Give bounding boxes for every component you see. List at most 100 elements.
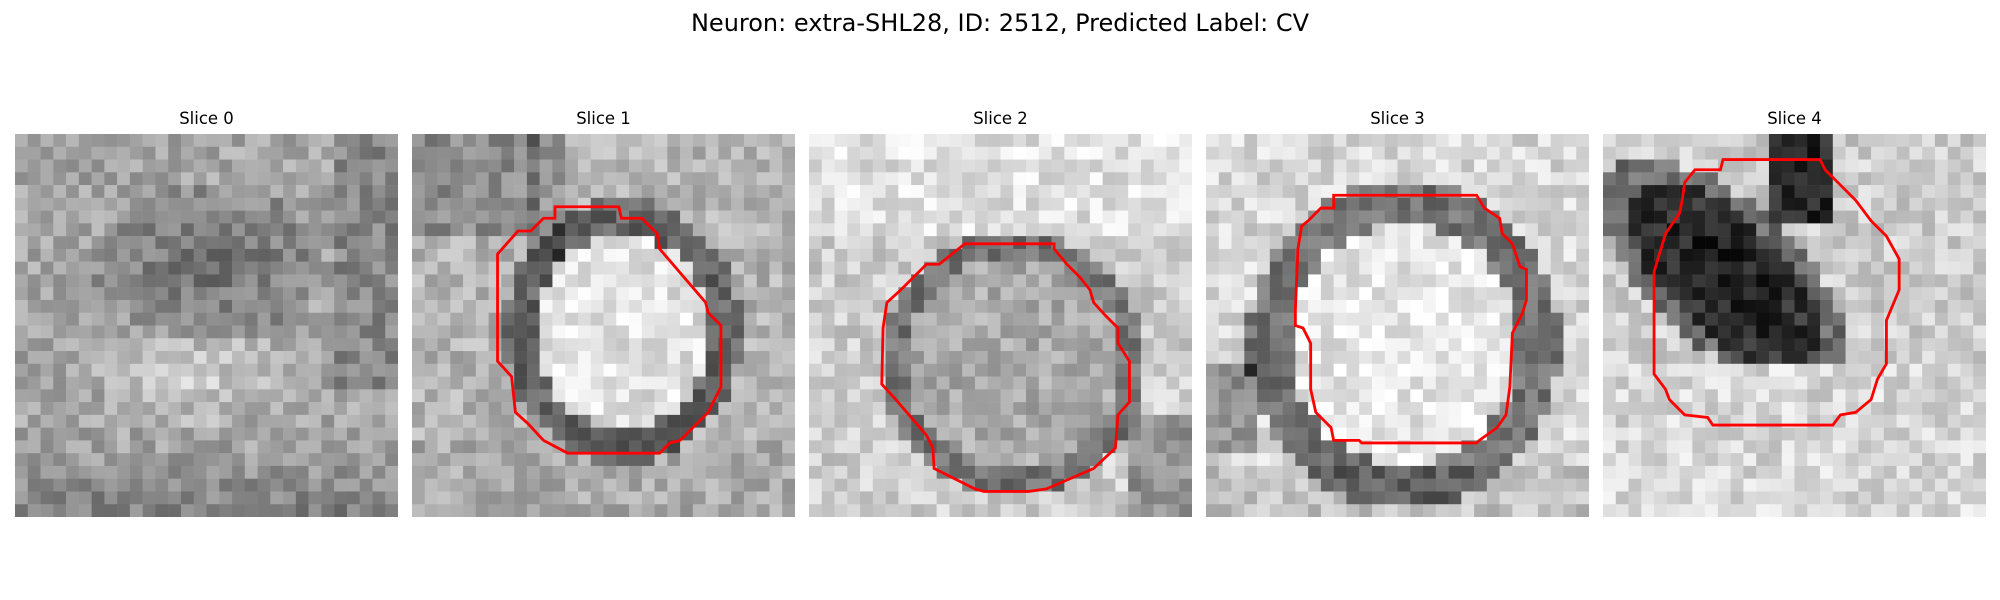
pixel [667,338,681,352]
pixel [731,427,745,441]
pixel [1909,185,1923,199]
pixel [1973,376,1986,390]
pixel [1244,402,1258,416]
pixel [1692,427,1706,441]
pixel [974,185,988,199]
pixel [1883,504,1897,517]
pixel [1832,236,1846,250]
pixel [718,172,732,186]
pixel [1295,491,1309,505]
pixel [1115,261,1129,275]
pixel [1140,197,1154,211]
pixel [193,414,207,428]
pixel [1128,351,1142,365]
pixel [987,223,1001,237]
pixel [1128,299,1142,313]
pixel [769,185,783,199]
pixel [104,134,118,148]
pixel [488,223,502,237]
pixel [539,312,553,326]
pixel [1756,504,1770,517]
pixel [321,287,335,301]
pixel [1768,299,1782,313]
pixel [1128,185,1142,199]
pixel [501,210,515,224]
pixel [769,453,783,467]
pixel [1525,414,1539,428]
pixel [936,210,950,224]
pixel [424,236,438,250]
pixel [809,248,823,262]
pixel [743,414,757,428]
pixel [334,261,348,275]
pixel [654,134,668,148]
pixel [1206,402,1220,416]
pixel [718,491,732,505]
pixel [1140,261,1154,275]
pixel [539,248,553,262]
pixel [1909,376,1923,390]
pixel [359,274,373,288]
pixel [412,236,426,250]
pixel [949,159,963,173]
pixel [475,414,489,428]
pixel [565,197,579,211]
pixel [1576,389,1589,403]
pixel [1064,363,1078,377]
pixel [1666,363,1680,377]
pixel [1883,376,1897,390]
pixel [1308,274,1322,288]
pixel [308,261,322,275]
pixel [104,351,118,365]
pixel [1781,210,1795,224]
pixel [1603,440,1617,454]
pixel [1947,172,1961,186]
pixel [1807,427,1821,441]
pixel [1397,223,1411,237]
pixel [385,287,398,301]
pixel [40,274,54,288]
pixel [1820,325,1834,339]
pixel [872,351,886,365]
pixel [1934,491,1948,505]
pixel [1153,248,1167,262]
pixel [117,172,131,186]
pixel [949,146,963,160]
pixel [91,274,105,288]
pixel [488,414,502,428]
pixel [1934,248,1948,262]
pixel [1333,338,1347,352]
pixel [1705,478,1719,492]
pixel [1448,223,1462,237]
pixel [1922,287,1936,301]
pixel [1038,159,1052,173]
pixel [1807,261,1821,275]
pixel [424,146,438,160]
pixel [1244,440,1258,454]
pixel [308,299,322,313]
pixel [641,312,655,326]
pixel [66,351,80,365]
pixel [1461,478,1475,492]
pixel [1768,223,1782,237]
pixel [769,261,783,275]
pixel [1654,159,1668,173]
pixel [450,491,464,505]
pixel [1384,312,1398,326]
pixel [295,491,309,505]
pixel [283,325,297,339]
pixel [1461,172,1475,186]
pixel [1705,351,1719,365]
pixel [847,338,861,352]
pixel [450,299,464,313]
pixel [539,325,553,339]
pixel [501,261,515,275]
pixel [705,440,719,454]
pixel [1320,210,1334,224]
pixel [1692,248,1706,262]
pixel [1550,146,1564,160]
pixel [974,223,988,237]
pixel [1257,159,1271,173]
pixel [1743,312,1757,326]
pixel [1845,389,1859,403]
